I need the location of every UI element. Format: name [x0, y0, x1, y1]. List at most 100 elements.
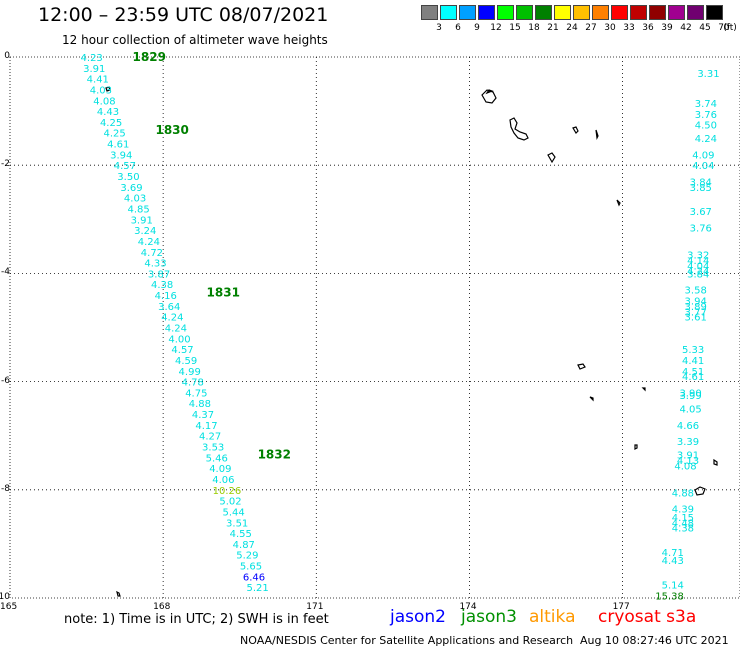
- wave-height-value: 5.33: [682, 345, 704, 356]
- wave-height-value: 4.09: [692, 150, 714, 161]
- wave-height-value: 3.87: [148, 269, 170, 280]
- wave-height-value: 5.21: [246, 583, 268, 594]
- wave-height-value: 3.31: [697, 69, 719, 80]
- color-swatch: [687, 5, 704, 20]
- longitude-label: 168: [153, 602, 171, 612]
- wave-height-value: 4.24: [695, 134, 717, 145]
- wave-height-value: 4.51: [682, 367, 704, 378]
- wave-height-value: 4.87: [233, 540, 255, 551]
- color-scale-label: 24: [566, 23, 578, 33]
- wave-height-value: 5.02: [219, 497, 241, 508]
- wave-height-value: 3.90: [679, 388, 701, 399]
- latitude-label: 0: [4, 51, 10, 61]
- wave-height-value: 4.25: [100, 118, 122, 129]
- island-outline: [616, 199, 621, 207]
- wave-height-value: 5.65: [240, 562, 262, 573]
- wave-height-value: 4.43: [97, 107, 119, 118]
- color-swatch: [478, 5, 495, 20]
- longitude-label: 171: [306, 602, 324, 612]
- wave-height-value: 4.13: [677, 456, 699, 467]
- wave-height-value: 4.50: [695, 121, 717, 132]
- island-outline: [572, 126, 579, 134]
- wave-height-value: 3.85: [690, 183, 712, 194]
- color-scale-label: 70: [718, 23, 730, 33]
- island-outlines: [105, 86, 718, 597]
- longitude-label: 174: [459, 602, 477, 612]
- wave-height-value: 3.99: [679, 391, 701, 402]
- wave-height-value: 4.39: [672, 505, 694, 516]
- wave-height-value: 3.39: [677, 437, 699, 448]
- wave-height-value: 4.24: [161, 313, 183, 324]
- color-swatch: [554, 5, 571, 20]
- wave-height-value: 4.14: [687, 256, 709, 267]
- island-outline: [116, 590, 121, 597]
- wave-height-value: 4.88: [672, 489, 694, 500]
- footer-timestamp: Aug 10 08:27:46 UTC 2021: [580, 634, 729, 647]
- wave-height-value: 4.85: [128, 204, 150, 215]
- island-outline: [595, 129, 599, 141]
- color-swatch: [649, 5, 666, 20]
- wave-height-value: 4.33: [144, 259, 166, 270]
- wave-height-value: 4.43: [662, 556, 684, 567]
- legend-jason3: jason3: [461, 607, 517, 627]
- wave-height-value: 3.76: [695, 110, 717, 121]
- wave-height-value: 4.72: [141, 248, 163, 259]
- island-outline: [485, 89, 494, 95]
- wave-height-value: 3.94: [110, 150, 132, 161]
- wave-height-value: 5.44: [222, 507, 244, 518]
- latitude-label: -10: [0, 592, 10, 602]
- wave-height-value: 4.24: [138, 237, 160, 248]
- island-outline: [105, 86, 111, 92]
- wave-height-value: 3.91: [83, 64, 105, 75]
- latitude-label: -8: [1, 483, 10, 494]
- wave-height-value: 4.04: [692, 161, 714, 172]
- legend-altika: altika: [529, 607, 576, 627]
- chart-title: 12:00 – 23:59 UTC 08/07/2021: [38, 4, 329, 26]
- wave-height-value: 3.58: [685, 286, 707, 297]
- wave-height-value: 4.25: [104, 129, 126, 140]
- color-swatch: [668, 5, 685, 20]
- color-swatch: [630, 5, 647, 20]
- color-scale-label: 39: [661, 23, 673, 33]
- color-swatch: [611, 5, 628, 20]
- color-scale-label: 27: [585, 23, 597, 33]
- color-scale-label: 15: [509, 23, 521, 33]
- wave-height-value: 4.61: [682, 372, 704, 383]
- color-scale-label: 3: [436, 23, 442, 33]
- wave-height-value: 4.08: [93, 96, 115, 107]
- color-swatch: [516, 5, 533, 20]
- island-outline: [634, 444, 638, 450]
- wave-height-value: 4.24: [687, 267, 709, 278]
- wave-height-value: 4.15: [672, 513, 694, 524]
- wave-height-value: 4.04: [687, 261, 709, 272]
- island-outline: [577, 363, 586, 370]
- wave-height-value: 4.37: [192, 410, 214, 421]
- color-swatch: [421, 5, 438, 20]
- island-outline: [509, 117, 529, 141]
- footnote: note: 1) Time is in UTC; 2) SWH is in fe…: [64, 612, 329, 627]
- wave-height-value: 4.41: [682, 356, 704, 367]
- wave-height-value: 3.84: [690, 177, 712, 188]
- chart-subtitle: 12 hour collection of altimeter wave hei…: [62, 33, 328, 47]
- wave-height-value: 3.67: [690, 207, 712, 218]
- wave-height-value: 3.50: [117, 172, 139, 183]
- wave-height-value: 3.74: [695, 99, 717, 110]
- wave-height-value: 4.57: [114, 161, 136, 172]
- wave-height-value: 4.08: [674, 461, 696, 472]
- color-swatch: [706, 5, 723, 20]
- wave-height-value: 4.66: [677, 421, 699, 432]
- legend-cryosat-s3a: cryosat s3a: [598, 607, 697, 627]
- wave-height-value: 4.88: [189, 399, 211, 410]
- color-swatch: [440, 5, 457, 20]
- island-outline: [713, 458, 718, 466]
- pass-time-label: 1831: [207, 285, 240, 299]
- color-scale-label: 33: [623, 23, 635, 33]
- wave-height-value: 4.61: [107, 140, 129, 151]
- wave-height-value: 5.14: [662, 580, 684, 591]
- wave-height-value: 3.24: [134, 226, 156, 237]
- wave-height-value: 4.09: [209, 464, 231, 475]
- wave-height-value: 3.84: [687, 269, 709, 280]
- wave-height-value: 4.27: [199, 432, 221, 443]
- wave-height-value: 4.41: [87, 75, 109, 86]
- wave-height-value: 3.64: [158, 302, 180, 313]
